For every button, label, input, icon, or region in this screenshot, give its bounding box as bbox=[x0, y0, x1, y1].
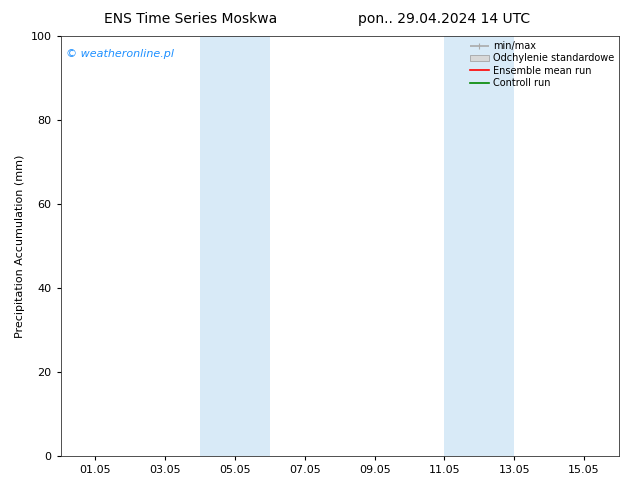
Bar bbox=[444, 36, 514, 456]
Text: ENS Time Series Moskwa: ENS Time Series Moskwa bbox=[103, 12, 277, 26]
Text: © weatheronline.pl: © weatheronline.pl bbox=[66, 49, 174, 59]
Legend: min/max, Odchylenie standardowe, Ensemble mean run, Controll run: min/max, Odchylenie standardowe, Ensembl… bbox=[468, 39, 616, 90]
Y-axis label: Precipitation Accumulation (mm): Precipitation Accumulation (mm) bbox=[15, 154, 25, 338]
Text: pon.. 29.04.2024 14 UTC: pon.. 29.04.2024 14 UTC bbox=[358, 12, 530, 26]
Bar bbox=[200, 36, 270, 456]
